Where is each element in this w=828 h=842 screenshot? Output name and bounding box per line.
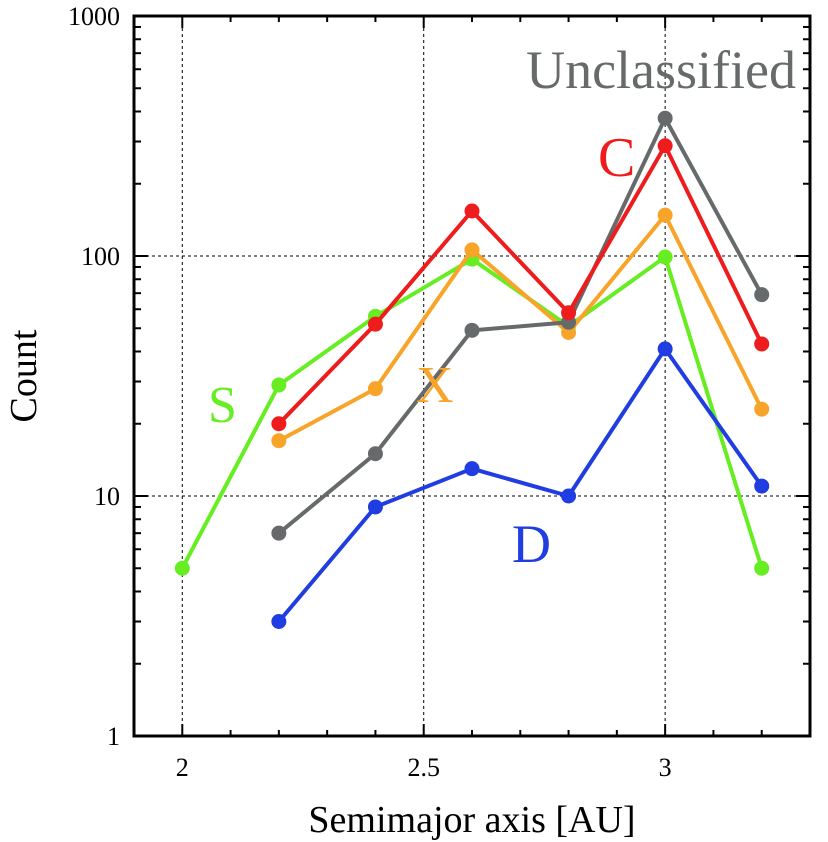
tick-labels: 2 2.5 3 1 10 100 1000 <box>68 2 672 782</box>
data-point-s <box>174 560 190 576</box>
axis-ticks <box>134 15 810 737</box>
y-tick-label: 1000 <box>68 2 120 31</box>
y-tick-label: 1 <box>107 722 120 751</box>
data-point-x <box>657 207 673 223</box>
data-point-c <box>561 305 577 321</box>
x-tick-label: 2.5 <box>407 753 440 782</box>
y-tick-label: 100 <box>81 242 120 271</box>
series-unclassified <box>271 110 770 541</box>
series-s <box>174 249 770 576</box>
data-point-d <box>367 499 383 515</box>
data-point-x <box>464 242 480 258</box>
data-point-x <box>754 401 770 417</box>
y-tick-label: 10 <box>94 482 120 511</box>
series-label-c: C <box>598 127 635 189</box>
data-point-d <box>754 478 770 494</box>
series-label-d: D <box>512 514 551 574</box>
x-axis-title: Semimajor axis [AU] <box>308 799 635 841</box>
data-point-x <box>561 325 577 341</box>
data-point-unclassified <box>271 525 287 541</box>
data-point-x <box>367 381 383 397</box>
data-point-s <box>271 377 287 393</box>
gridlines <box>134 16 810 736</box>
series-label-x: X <box>416 357 454 414</box>
series-label-unclassified: Unclassified <box>526 40 796 100</box>
data-point-unclassified <box>657 110 673 126</box>
data-point-x <box>271 433 287 449</box>
x-tick-label: 3 <box>659 753 672 782</box>
data-point-unclassified <box>464 322 480 338</box>
series-label-s: S <box>208 377 237 434</box>
series-d <box>271 341 770 629</box>
series-c <box>271 138 770 432</box>
data-point-unclassified <box>754 287 770 303</box>
plot-frame <box>132 14 812 738</box>
data-point-d <box>271 613 287 629</box>
data-point-c <box>367 316 383 332</box>
data-point-s <box>754 560 770 576</box>
data-point-d <box>464 461 480 477</box>
series-line-unclassified <box>277 116 764 535</box>
series-line-s <box>180 255 764 570</box>
data-point-d <box>657 341 673 357</box>
data-point-c <box>657 138 673 154</box>
series-line-c <box>277 143 764 426</box>
data-point-c <box>754 336 770 352</box>
data-point-d <box>561 488 577 504</box>
series-line-x <box>277 213 764 443</box>
x-tick-label: 2 <box>176 753 189 782</box>
data-point-unclassified <box>367 446 383 462</box>
series-x <box>271 207 770 449</box>
data-point-c <box>464 203 480 219</box>
y-axis-title: Count <box>3 329 45 422</box>
series-layer <box>174 110 770 629</box>
data-point-s <box>657 249 673 265</box>
series-line-d <box>277 346 764 623</box>
data-point-c <box>271 416 287 432</box>
